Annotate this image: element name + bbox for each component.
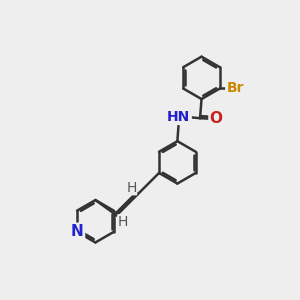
Text: HN: HN (167, 110, 190, 124)
Text: N: N (71, 224, 83, 239)
Text: H: H (126, 181, 136, 195)
Text: H: H (118, 215, 128, 229)
Text: Br: Br (226, 82, 244, 95)
Text: O: O (210, 111, 223, 126)
